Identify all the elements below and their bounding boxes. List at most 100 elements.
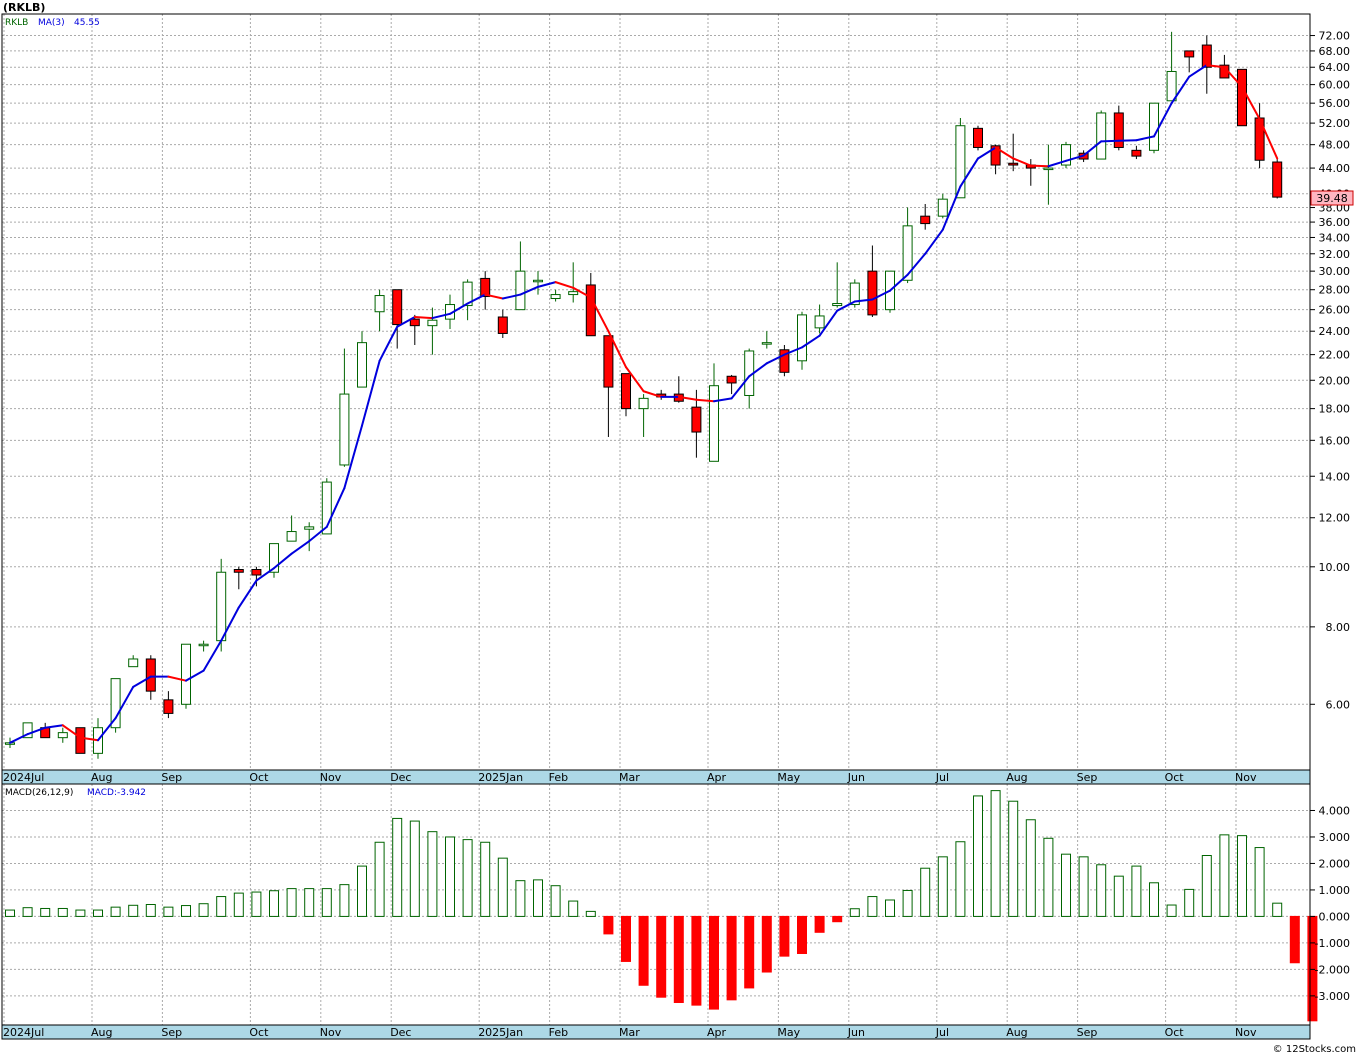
candle [251,566,262,587]
macd-bar [1219,834,1230,917]
ma-segment [185,669,205,682]
candle-body [585,284,596,337]
ma-segment [132,675,152,688]
y-tick-label: 44.00 [1319,162,1351,175]
candle [585,272,596,337]
ma-segment [853,298,874,303]
y-tick-label: 10.00 [1319,561,1351,574]
ma-segment [941,185,962,231]
macd-y-tick-label: -3.000 [1315,990,1350,1003]
macd-bar [902,889,913,917]
x-tick-label: May [777,771,800,784]
x-tick-label: Jul [935,771,949,784]
candle-body [955,125,966,199]
candle [1272,159,1283,199]
candle-body [902,225,913,281]
y-tick-label: 22.00 [1319,349,1351,362]
y-tick-label: 72.00 [1319,30,1351,43]
candle [797,311,807,370]
macd-bar [497,857,508,917]
candle [1061,141,1071,169]
ma-segment [1082,140,1103,157]
macd-x-tick-label: Feb [549,1026,568,1039]
ma-segment [818,309,839,337]
candle-body [163,699,174,714]
x-tick-label: Oct [249,771,269,784]
candle-body [1008,162,1019,166]
ma-segment [977,146,997,160]
candle-body [304,526,315,530]
ma-segment [79,736,99,742]
macd-bar [40,907,51,917]
candle [814,304,825,334]
candle [1237,68,1247,127]
macd-bar [1201,855,1212,917]
x-tick-label: Sep [1077,771,1098,784]
candle-body [973,127,983,148]
grid-lines [2,14,1310,770]
x-tick-label: Nov [320,771,342,784]
y-tick-label: 18.00 [1319,403,1351,416]
macd-x-tick-label: Nov [320,1026,342,1039]
y-tick-label: 28.00 [1319,284,1351,297]
candle-body [1043,167,1054,171]
candle [409,314,420,346]
x-tick-label: Jun [847,771,865,784]
candle [1113,105,1124,151]
chart-title: (RKLB) [3,1,45,14]
macd-bar [145,904,156,917]
macd-bar [1237,835,1247,917]
macd-bar [1149,882,1159,917]
candle [304,522,315,552]
macd-bar [233,892,244,917]
macd-bar [75,909,86,917]
candle-body [937,198,948,217]
macd-bar [1166,904,1177,917]
macd-bar [955,841,966,917]
macd-bar [392,817,403,917]
candle [480,271,491,310]
macd-bar [321,888,332,917]
macd-bars [5,790,1318,1022]
macd-bar [621,915,631,962]
macd-bar [304,888,315,917]
current-price-label: 39.48 [1316,192,1348,205]
y-tick-label: 64.00 [1319,61,1351,74]
y-tick-label: 6.00 [1326,698,1351,711]
x-tick-label: Dec [390,771,411,784]
candle-body [1149,102,1159,151]
ma-segment [308,525,328,543]
candle-body [269,543,279,573]
macd-bar [603,915,614,935]
macd-grid-lines [2,784,1310,1025]
y-tick-label: 32.00 [1319,248,1351,261]
macd-bar [198,903,209,917]
macd-y-tick-label: 2.000 [1319,857,1351,870]
macd-bar [656,915,667,998]
macd-bar [57,907,68,917]
candle-body [691,406,702,433]
moving-average [9,64,1279,744]
y-tick-label: 30.00 [1319,265,1351,278]
y-tick-label: 34.00 [1319,231,1351,244]
ma-segment [959,157,979,188]
ma-segment [343,424,363,490]
ma-segment [273,552,293,570]
y-tick-label: 52.00 [1319,117,1351,130]
macd-bar [427,831,438,917]
ma-segment [537,281,557,288]
candle-body [761,342,772,345]
candle-body [515,270,526,311]
candle [990,144,1001,175]
ma-segment [1153,102,1173,138]
ma-segment [431,312,451,320]
macd-x-tick-label: Sep [1077,1026,1098,1039]
candle [709,363,719,462]
macd-bar [1113,875,1124,917]
ma-segment [625,366,645,393]
y-tick-label: 8.00 [1326,621,1351,634]
macd-bar [797,915,807,954]
y-tick-label: 60.00 [1319,79,1351,92]
ma-segment [1100,139,1120,143]
ma-segment [589,296,610,333]
